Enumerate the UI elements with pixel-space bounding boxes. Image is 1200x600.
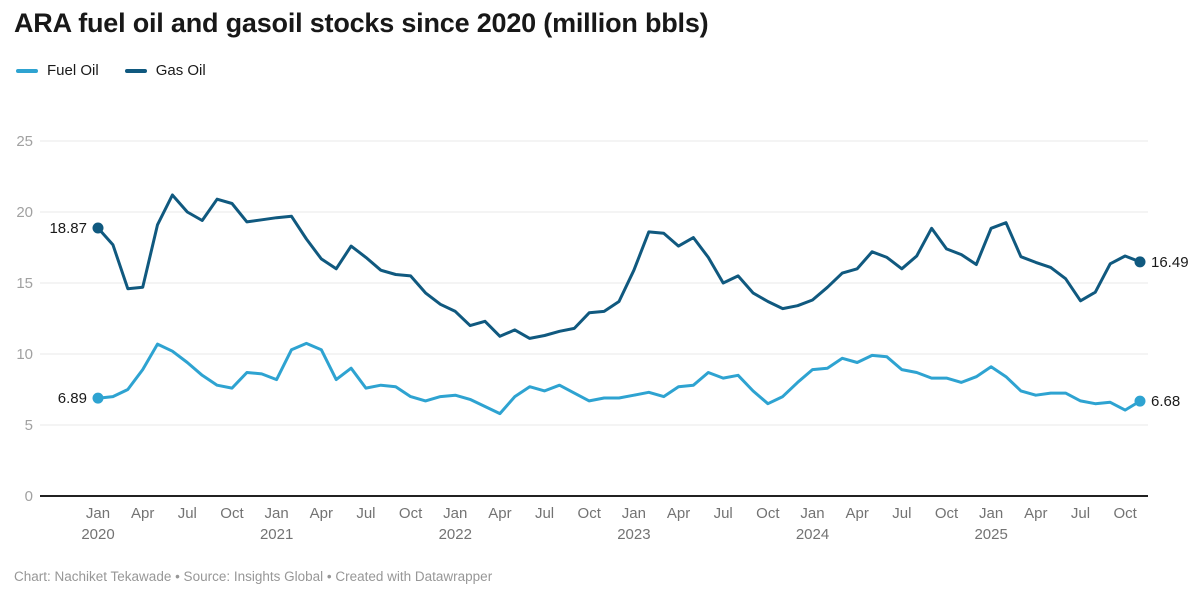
fuel-oil-legend-label: Fuel Oil — [47, 62, 99, 79]
x-axis-month-label: Oct — [220, 505, 244, 522]
y-axis-tick-label: 0 — [25, 488, 33, 505]
x-axis-year-label: 2020 — [81, 526, 114, 543]
fuel-oil-start-value-label: 6.89 — [58, 390, 87, 407]
x-axis-year-label: 2021 — [260, 526, 293, 543]
gas-oil-end-dot — [1134, 256, 1146, 268]
legend-item-gas-oil: Gas Oil — [124, 62, 206, 79]
chart-title: ARA fuel oil and gasoil stocks since 202… — [14, 8, 709, 38]
x-axis-year-label: 2025 — [974, 526, 1007, 543]
fuel-oil-end-dot — [1134, 395, 1146, 407]
x-axis-month-label: Jan — [443, 505, 467, 522]
x-axis-month-label: Jul — [356, 505, 375, 522]
gas-oil-start-value-label: 18.87 — [49, 220, 87, 237]
x-axis-month-label: Apr — [1024, 505, 1047, 522]
y-axis-tick-label: 10 — [16, 346, 33, 363]
x-axis-month-label: Jan — [979, 505, 1003, 522]
y-axis-tick-label: 5 — [25, 417, 33, 434]
x-axis-month-label: Apr — [845, 505, 868, 522]
x-axis-month-label: Jul — [892, 505, 911, 522]
x-axis-month-label: Oct — [578, 505, 602, 522]
x-axis-month-label: Jul — [535, 505, 554, 522]
x-axis-month-label: Apr — [131, 505, 154, 522]
y-axis-tick-label: 25 — [16, 133, 33, 150]
gas-oil-start-dot — [92, 222, 104, 234]
fuel-oil-start-dot — [92, 392, 104, 404]
x-axis-month-label: Apr — [667, 505, 690, 522]
x-axis-month-label: Jan — [800, 505, 824, 522]
fuel-oil-legend-swatch-icon — [16, 68, 38, 73]
gas-oil-line — [96, 193, 1142, 340]
x-axis-month-label: Jul — [1071, 505, 1090, 522]
x-axis-month-label: Jan — [622, 505, 646, 522]
x-axis-year-label: 2022 — [439, 526, 472, 543]
legend-item-fuel-oil: Fuel Oil — [16, 62, 99, 79]
fuel-oil-line — [96, 341, 1142, 416]
x-axis-year-label: 2023 — [617, 526, 650, 543]
x-axis-month-label: Oct — [1113, 505, 1137, 522]
gas-oil-end-value-label: 16.49 — [1151, 254, 1189, 271]
legend: Fuel Oil Gas Oil — [16, 62, 206, 79]
gas-oil-legend-label: Gas Oil — [155, 62, 206, 79]
x-axis-month-label: Apr — [488, 505, 511, 522]
x-axis-month-label: Oct — [935, 505, 959, 522]
attribution-footer: Chart: Nachiket Tekawade • Source: Insig… — [14, 569, 493, 584]
x-axis-month-label: Apr — [310, 505, 333, 522]
y-axis-tick-label: 15 — [16, 275, 33, 292]
x-axis-month-label: Jul — [714, 505, 733, 522]
x-axis-year-label: 2024 — [796, 526, 829, 543]
x-axis-month-label: Oct — [756, 505, 780, 522]
y-axis-tick-label: 20 — [16, 204, 33, 221]
x-axis-month-label: Jul — [178, 505, 197, 522]
fuel-oil-end-value-label: 6.68 — [1151, 393, 1180, 410]
x-axis-month-label: Oct — [399, 505, 423, 522]
gas-oil-legend-swatch-icon — [124, 68, 147, 73]
x-axis-month-label: Jan — [265, 505, 289, 522]
x-axis-month-label: Jan — [86, 505, 110, 522]
